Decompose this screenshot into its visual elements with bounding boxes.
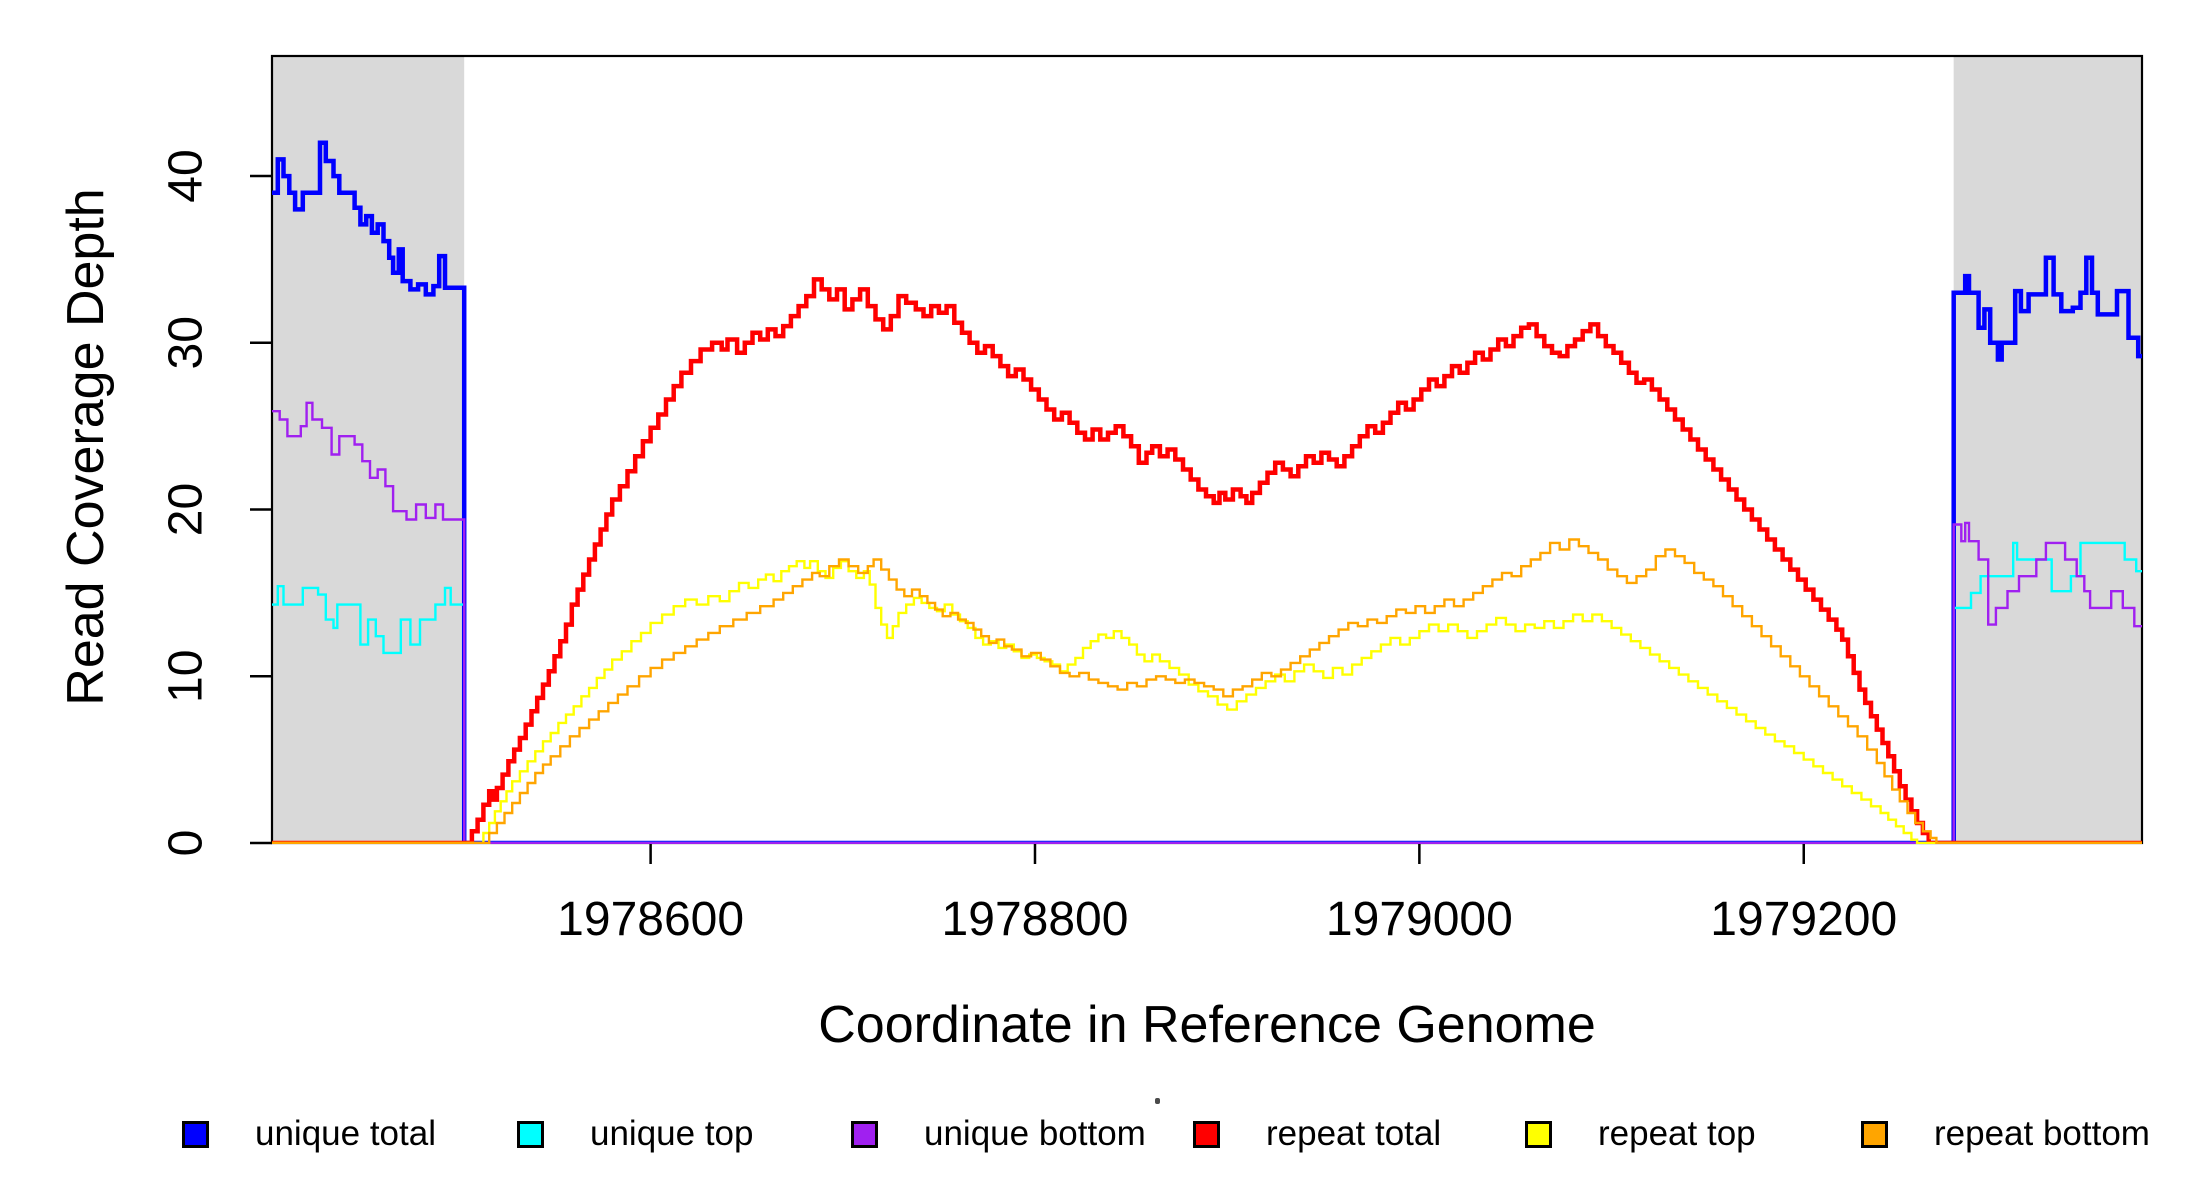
legend-label: unique bottom — [924, 1114, 1146, 1153]
y-tick-label: 30 — [160, 316, 213, 369]
legend-color-swatch — [1193, 1120, 1220, 1148]
series-line-unique-total — [272, 140, 2142, 844]
legend-item-unique-bottom: unique bottom — [851, 1114, 1146, 1154]
x-tick-label: 1979200 — [1710, 893, 1897, 946]
x-tick-label: 1979000 — [1326, 893, 1513, 946]
legend-item-repeat-top: repeat top — [1525, 1114, 1756, 1154]
x-tick-label: 1978600 — [557, 893, 744, 946]
shaded-region-right-unique-flank — [1953, 56, 2142, 843]
plot-border — [270, 54, 2144, 845]
series-line-unique-bottom — [272, 401, 2142, 844]
legend-color-swatch — [1525, 1120, 1552, 1148]
x-axis-title: Coordinate in Reference Genome — [818, 996, 1596, 1054]
y-tick-label: 0 — [160, 830, 213, 857]
legend-color-swatch — [182, 1120, 209, 1148]
series-line-unique-top — [272, 541, 2142, 844]
shaded-region-left-unique-flank — [272, 56, 465, 843]
legend-item-unique-top: unique top — [517, 1114, 753, 1154]
y-tick-label: 40 — [160, 149, 213, 202]
y-tick-label: 10 — [160, 650, 213, 703]
legend-label: repeat top — [1598, 1114, 1756, 1153]
legend-label: repeat bottom — [1934, 1114, 2150, 1153]
legend-color-swatch — [1861, 1120, 1888, 1148]
y-axis-title: Read Coverage Depth — [57, 188, 115, 706]
legend-item-repeat-total: repeat total — [1193, 1114, 1441, 1154]
series-line-repeat-bottom — [272, 538, 2142, 844]
x-tick-label: 1978800 — [942, 893, 1129, 946]
legend-item-unique-total: unique total — [182, 1114, 436, 1154]
legend-label: unique total — [255, 1114, 436, 1153]
legend-color-swatch — [517, 1120, 544, 1148]
legend-label: unique top — [590, 1114, 754, 1153]
legend-label: repeat total — [1266, 1114, 1442, 1153]
stray-mark — [1155, 1098, 1160, 1104]
legend-color-swatch — [851, 1120, 878, 1148]
legend-item-repeat-bottom: repeat bottom — [1861, 1114, 2150, 1154]
y-tick-label: 20 — [160, 483, 213, 536]
series-line-repeat-top — [272, 560, 2142, 844]
series-line-repeat-total — [272, 277, 2142, 844]
